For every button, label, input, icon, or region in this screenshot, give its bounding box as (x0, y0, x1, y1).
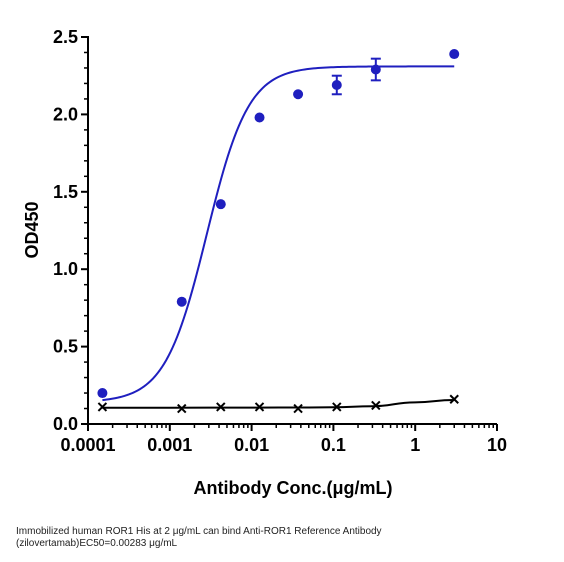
data-point-stroke (216, 402, 226, 412)
data-point (370, 64, 381, 75)
y-tick-label: 1.0 (53, 259, 78, 279)
chart: 0.00.51.01.52.02.50.0001 0.001 0.01 0.1 1 10 … (22, 27, 507, 498)
data-point (331, 79, 342, 90)
data-point-stroke (177, 403, 187, 414)
x-axis-title: Antibody Conc.(μg/mL) (194, 478, 393, 498)
data-point (97, 388, 108, 399)
fit-curves (102, 65, 455, 409)
x-tick-label: 0.001 (147, 435, 192, 455)
y-tick-label: 0.5 (53, 337, 78, 357)
data-marks (97, 49, 460, 414)
data-point (97, 402, 108, 412)
x-tick-label: 0.1 (321, 435, 346, 455)
data-point (177, 403, 187, 414)
axes: 0.0 0.5 1.0 1.5 2.0 2.5 0.0001 0.001 0.01 0.1 1 10 (53, 27, 507, 455)
y-axis-title: OD450 (22, 201, 42, 258)
x-tick-label: 0.0001 (60, 435, 115, 455)
caption-line-1: Immobilized human ROR1 His at 2 μg/mL ca… (16, 526, 382, 537)
x-tick-label: 0.01 (234, 435, 269, 455)
x-tick-label: 1 (410, 435, 420, 455)
y-tick-label: 1.5 (53, 182, 78, 202)
data-point-stroke (371, 400, 381, 411)
caption-line-2: (zilovertamab)EC50=0.00283 μg/mL (16, 538, 178, 549)
data-point (293, 403, 303, 414)
data-point-stroke (332, 402, 342, 412)
data-point-stroke (293, 403, 303, 414)
data-point (449, 394, 459, 404)
fit-curve-series-2 (102, 399, 455, 409)
y-tick-label: 0.0 (53, 414, 78, 434)
fit-curve-series-1 (102, 65, 455, 402)
data-point (449, 49, 460, 60)
x-tick-label: 10 (487, 435, 507, 455)
data-point (215, 199, 226, 210)
data-point-stroke (97, 402, 108, 412)
data-point (216, 402, 226, 412)
figure-caption: Immobilized human ROR1 His at 2 μg/mL ca… (16, 526, 556, 550)
y-tick-label: 2.5 (53, 27, 78, 47)
data-point (371, 400, 381, 411)
data-point (332, 402, 342, 412)
data-point-stroke (254, 402, 265, 412)
data-point (176, 296, 187, 307)
data-point (254, 402, 265, 412)
y-tick-label: 2.0 (53, 104, 78, 124)
data-point (293, 89, 304, 100)
data-point-stroke (449, 394, 459, 404)
data-point (254, 112, 265, 123)
